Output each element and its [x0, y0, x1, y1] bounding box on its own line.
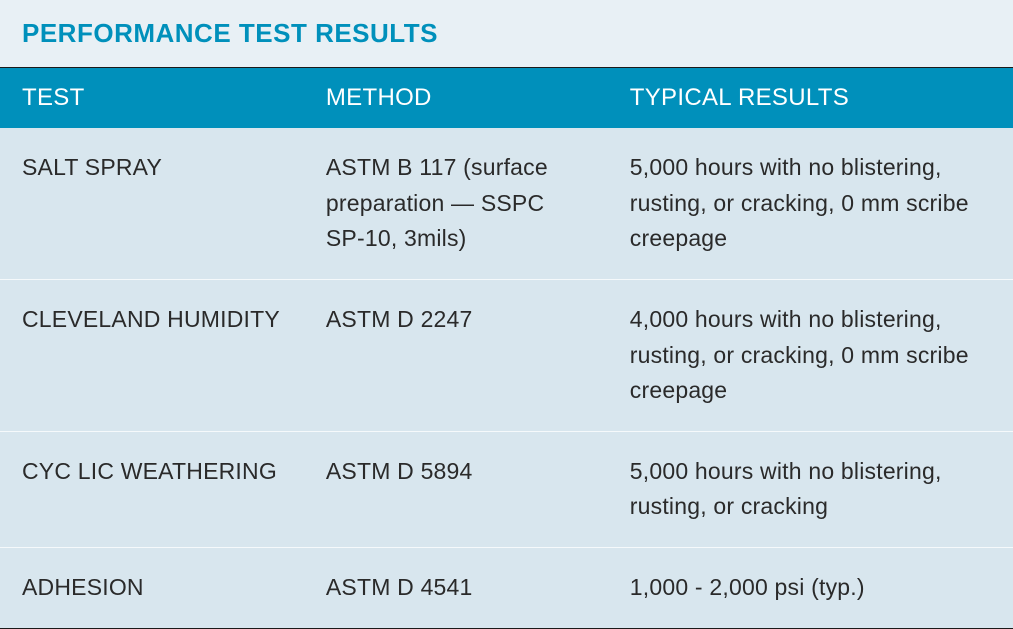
table-header-row: TEST METHOD TYPICAL RESULTS [0, 68, 1013, 129]
column-header-method: METHOD [304, 68, 608, 129]
cell-method: ASTM D 5894 [304, 431, 608, 547]
cell-results: 4,000 hours with no blistering, rusting,… [608, 279, 1013, 431]
cell-method: ASTM D 4541 [304, 548, 608, 629]
cell-test: SALT SPRAY [0, 128, 304, 279]
panel-title: PERFORMANCE TEST RESULTS [0, 0, 1013, 67]
performance-results-panel: PERFORMANCE TEST RESULTS TEST METHOD TYP… [0, 0, 1013, 629]
cell-method: ASTM B 117 (surface preparation — SSPC S… [304, 128, 608, 279]
column-header-test: TEST [0, 68, 304, 129]
cell-method: ASTM D 2247 [304, 279, 608, 431]
results-table: TEST METHOD TYPICAL RESULTS SALT SPRAY A… [0, 67, 1013, 629]
table-row: ADHESION ASTM D 4541 1,000 - 2,000 psi (… [0, 548, 1013, 629]
table-row: CLEVELAND HUMIDITY ASTM D 2247 4,000 hou… [0, 279, 1013, 431]
table-row: CYC LIC WEATHERING ASTM D 5894 5,000 hou… [0, 431, 1013, 547]
table-row: SALT SPRAY ASTM B 117 (surface preparati… [0, 128, 1013, 279]
cell-test: CYC LIC WEATHERING [0, 431, 304, 547]
cell-test: CLEVELAND HUMIDITY [0, 279, 304, 431]
cell-results: 5,000 hours with no blistering, rusting,… [608, 128, 1013, 279]
cell-results: 5,000 hours with no blistering, rusting,… [608, 431, 1013, 547]
column-header-results: TYPICAL RESULTS [608, 68, 1013, 129]
cell-results: 1,000 - 2,000 psi (typ.) [608, 548, 1013, 629]
cell-test: ADHESION [0, 548, 304, 629]
